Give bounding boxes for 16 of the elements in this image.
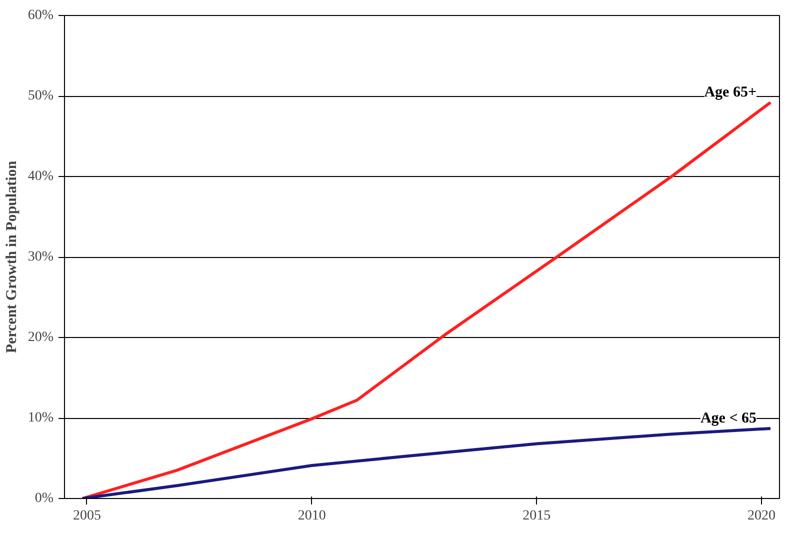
y-tick-label: 10% [28, 410, 54, 426]
x-tick-label: 2010 [298, 508, 326, 524]
y-tick-label: 20% [28, 330, 54, 345]
x-tick-label: 2015 [522, 508, 551, 524]
series-label: Age < 65 [700, 410, 757, 426]
series-label: Age 65+ [704, 84, 757, 100]
y-tick-label: 40% [28, 169, 54, 184]
line-series [80, 426, 772, 498]
line-series [80, 100, 772, 498]
x-tick-label: 2020 [748, 508, 776, 524]
y-tick-label: 60% [28, 8, 54, 23]
y-axis-title: Percent Growth in Population [4, 160, 20, 354]
y-tick-label: 50% [28, 88, 54, 104]
y-tick-label: 0% [34, 491, 54, 506]
y-tick-label: 30% [28, 250, 54, 264]
x-tick-label: 2005 [72, 508, 101, 524]
